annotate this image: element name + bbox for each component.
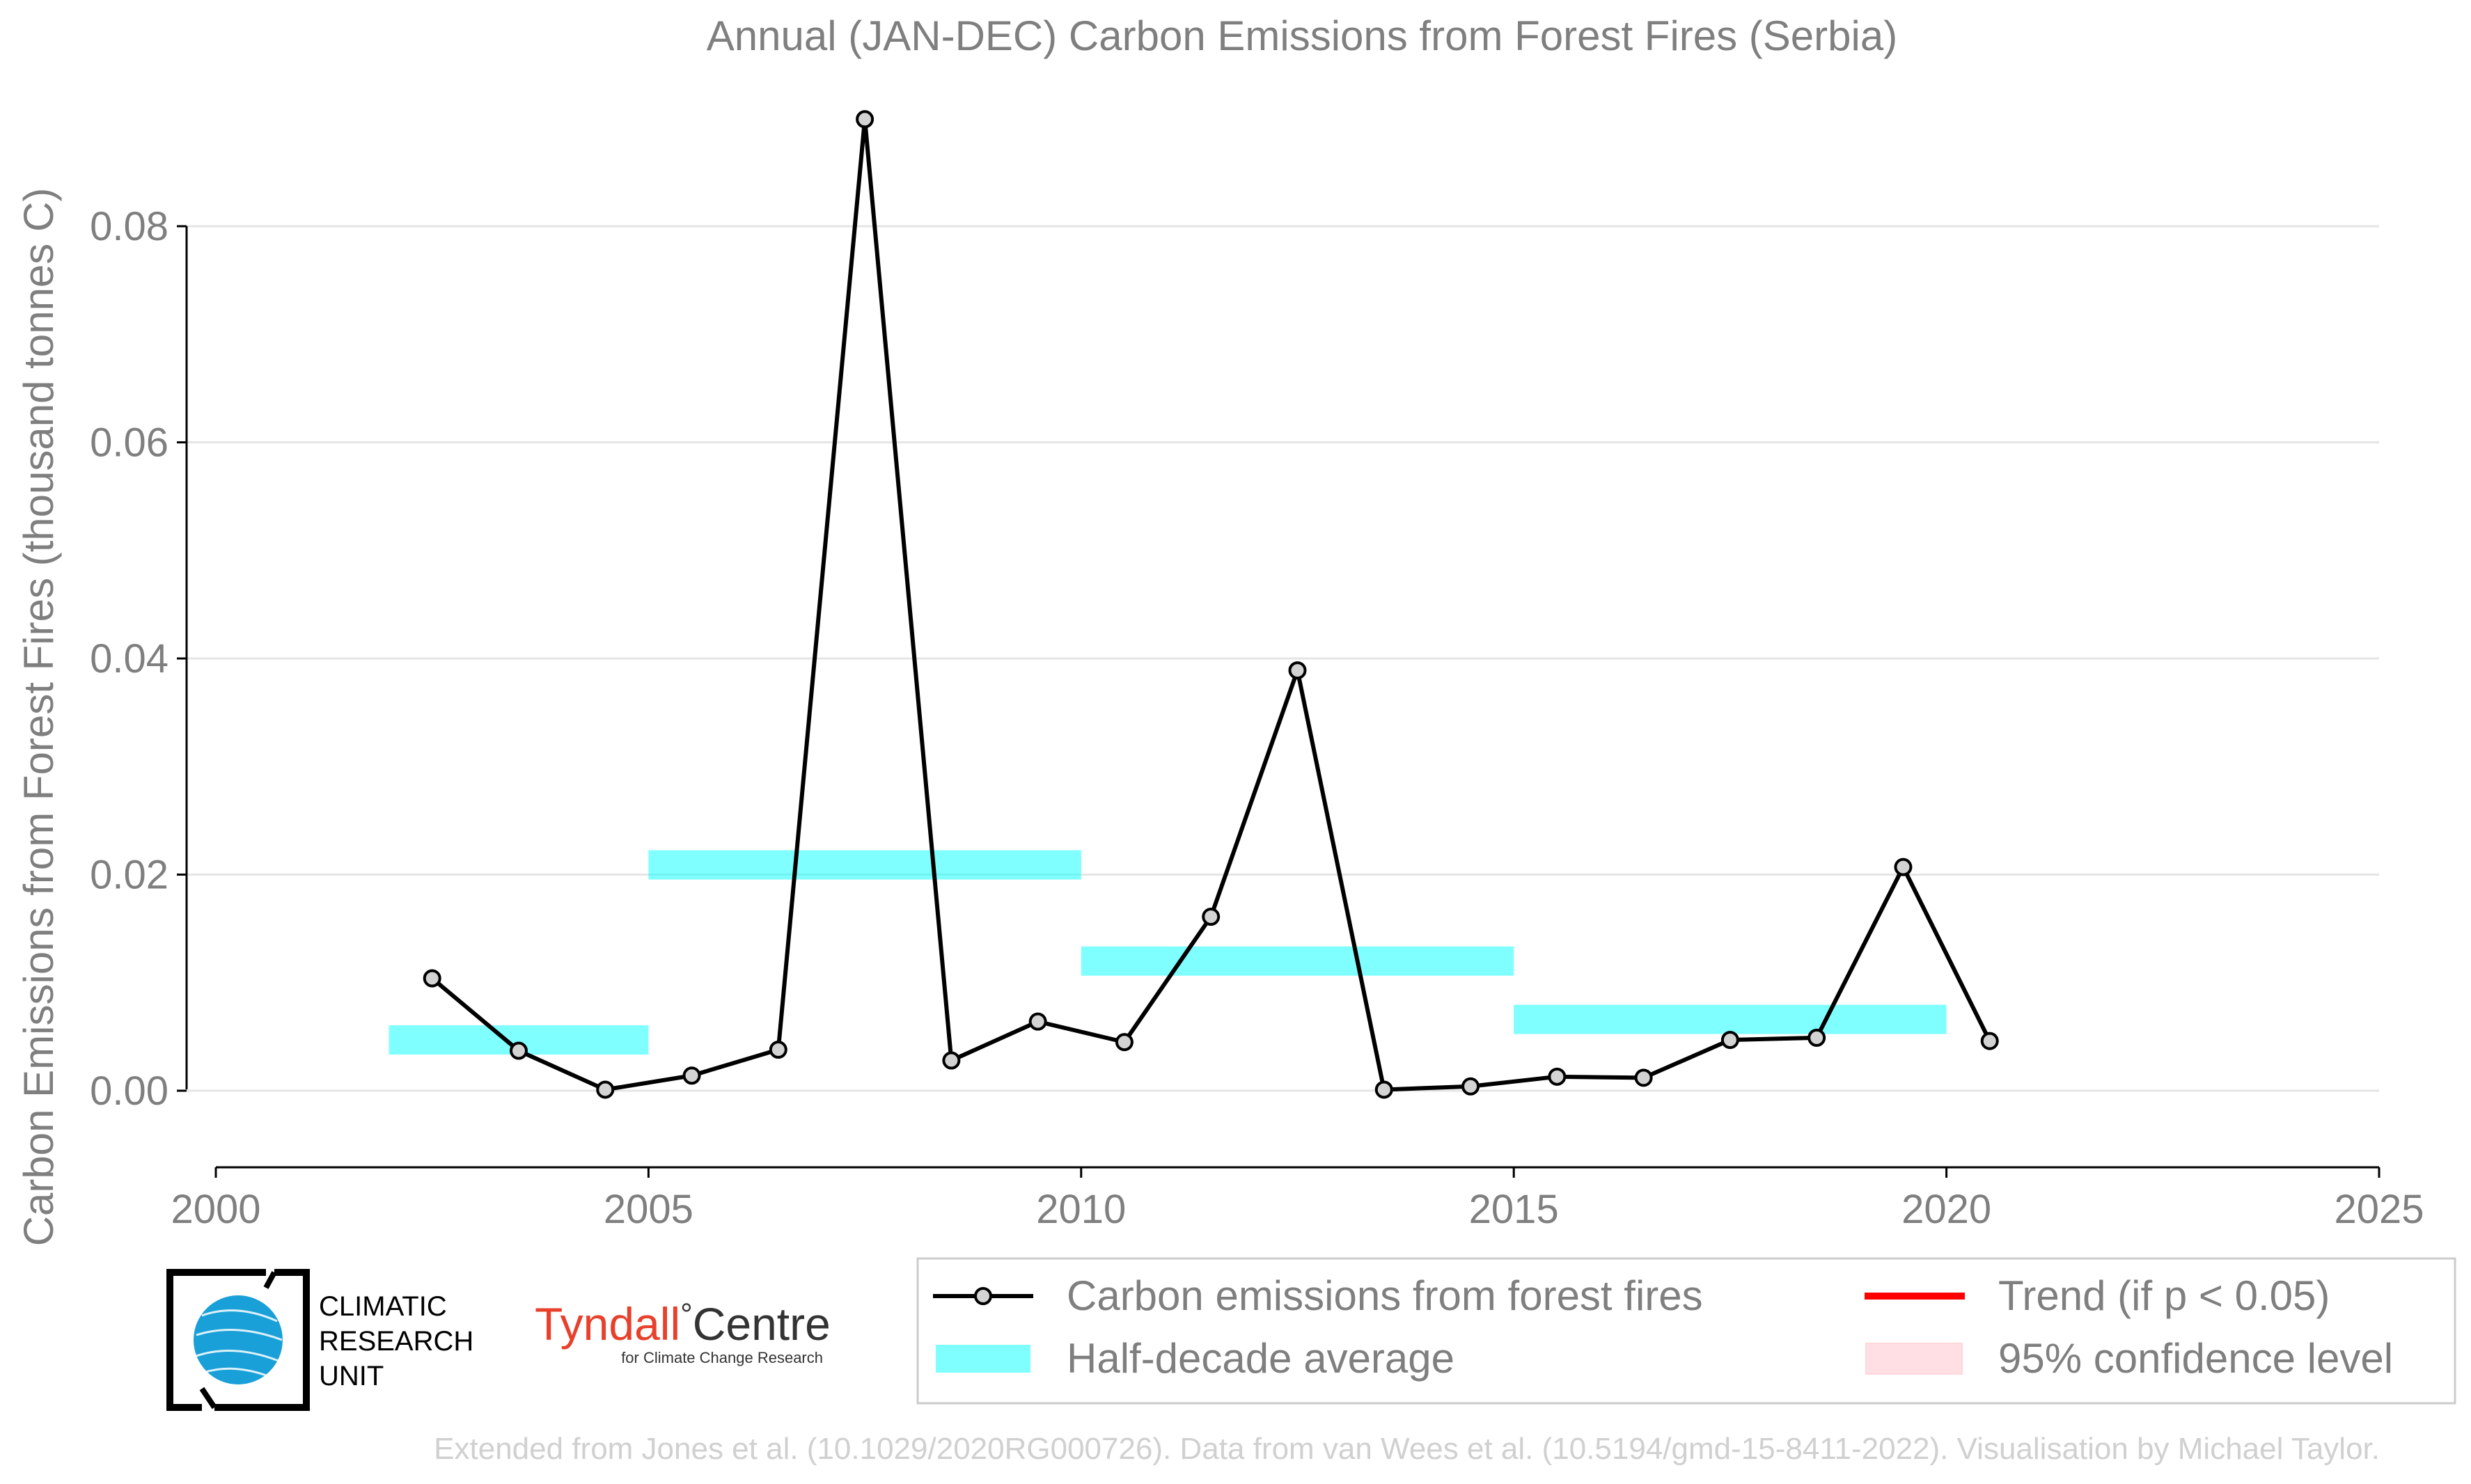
data-point-10 <box>1288 661 1307 680</box>
cru-line-2: RESEARCH <box>319 1326 473 1357</box>
data-point-2 <box>596 1080 615 1099</box>
legend-confidence-swatch <box>1865 1343 1963 1375</box>
x-tick-label-2: 2010 <box>1036 1187 1126 1232</box>
data-point-8 <box>1115 1033 1133 1052</box>
legend-band-swatch <box>936 1345 1030 1373</box>
legend: Carbon emissions from forest fires Half-… <box>916 1257 2456 1405</box>
y-ticks: 0.00 0.02 0.04 0.06 0.08 <box>90 204 187 1114</box>
legend-label-emissions: Carbon emissions from forest fires <box>1067 1272 1703 1319</box>
x-tick-label-5: 2025 <box>2334 1187 2424 1232</box>
legend-frame <box>916 1257 2456 1405</box>
y-axis-label: Carbon Emissions from Forest Fires (thou… <box>15 188 62 1247</box>
legend-label-confidence: 95% confidence level <box>1998 1335 2393 1382</box>
y-tick-label-1: 0.02 <box>90 853 168 898</box>
data-point-16 <box>1807 1028 1826 1047</box>
legend-label-half-decade: Half-decade average <box>1067 1335 1454 1382</box>
data-point-17 <box>1894 858 1913 876</box>
globe-icon <box>194 1295 283 1384</box>
y-tick-label-3: 0.06 <box>90 420 168 466</box>
svg-text:Tyndall°Centre: Tyndall°Centre <box>535 1297 831 1350</box>
x-tick-label-3: 2015 <box>1469 1187 1559 1232</box>
half-decade-band-1 <box>648 850 1081 880</box>
tyndall-logo: Tyndall°Centre for Climate Change Resear… <box>535 1297 831 1366</box>
credit-text: Extended from Jones et al. (10.1029/2020… <box>434 1432 2380 1466</box>
data-point-1 <box>509 1041 528 1060</box>
data-point-18 <box>1980 1032 1999 1050</box>
tyndall-name: Tyndall <box>535 1298 680 1350</box>
cru-line-1: CLIMATIC <box>319 1291 447 1322</box>
half-decade-band-3 <box>1514 1004 1947 1034</box>
y-tick-label-0: 0.00 <box>90 1068 168 1114</box>
data-point-14 <box>1634 1068 1653 1087</box>
data-point-4 <box>769 1041 787 1059</box>
data-point-9 <box>1202 908 1221 926</box>
data-point-15 <box>1720 1031 1739 1050</box>
data-point-13 <box>1548 1067 1567 1086</box>
data-point-5 <box>856 110 874 129</box>
data-point-7 <box>1028 1012 1047 1031</box>
tyndall-degree: ° <box>680 1297 693 1332</box>
data-point-3 <box>682 1066 701 1085</box>
data-point-0 <box>423 969 441 988</box>
x-ticks: 2000 2005 2010 2015 2020 2025 <box>171 1167 2424 1232</box>
legend-marker-swatch <box>974 1287 992 1305</box>
legend-label-trend: Trend (if p < 0.05) <box>1998 1272 2330 1319</box>
grid-lines <box>187 225 2379 1092</box>
tyndall-centre: Centre <box>693 1298 831 1350</box>
y-tick-label-4: 0.08 <box>90 204 168 249</box>
cru-logo: CLIMATIC RESEARCH UNIT <box>166 1269 473 1411</box>
tyndall-sub: for Climate Change Research <box>621 1349 823 1366</box>
cru-line-3: UNIT <box>319 1361 384 1391</box>
half-decade-bands <box>389 850 1947 1055</box>
x-tick-label-0: 2000 <box>171 1187 260 1232</box>
data-point-11 <box>1374 1080 1393 1099</box>
y-tick-label-2: 0.04 <box>90 636 168 681</box>
half-decade-band-2 <box>1081 946 1514 976</box>
x-tick-label-4: 2020 <box>1901 1187 1991 1232</box>
x-tick-label-1: 2005 <box>604 1187 693 1232</box>
series-points <box>423 110 1999 1099</box>
data-point-12 <box>1461 1077 1480 1096</box>
chart-title: Annual (JAN-DEC) Carbon Emissions from F… <box>707 13 1897 59</box>
data-point-6 <box>942 1051 961 1070</box>
